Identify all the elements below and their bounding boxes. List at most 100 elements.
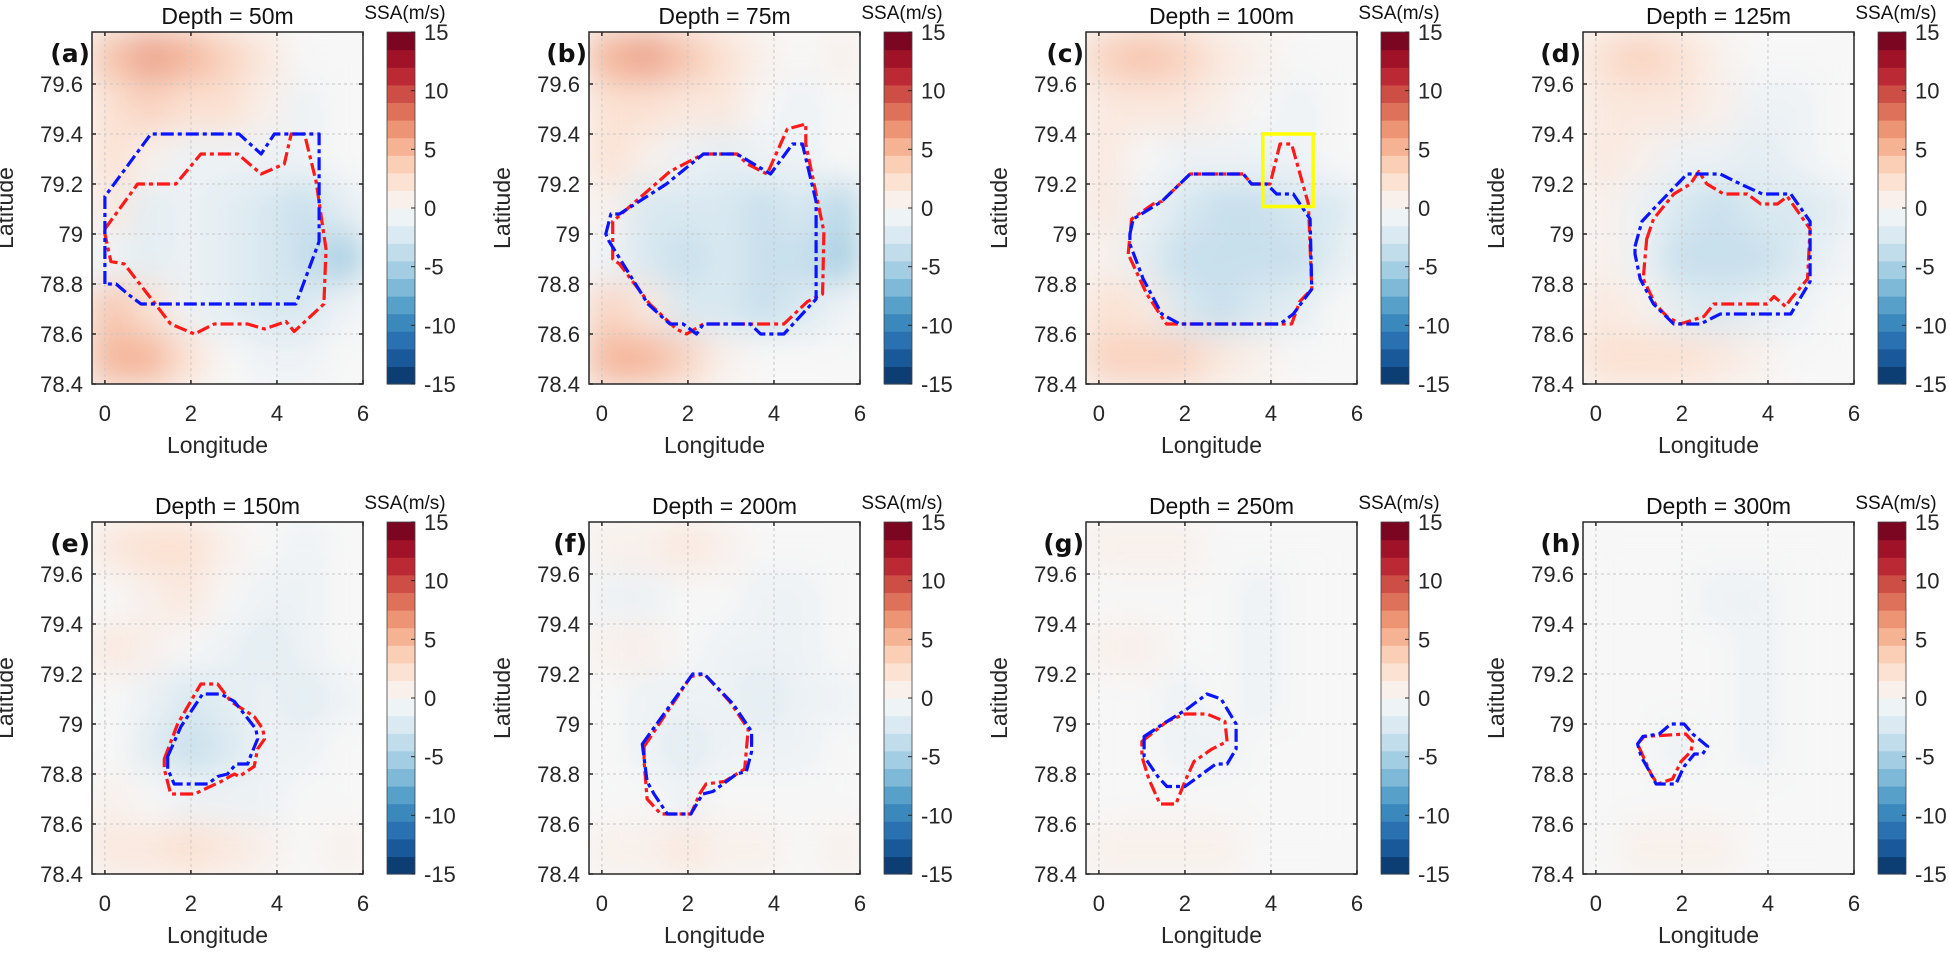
heatmap-cell	[1279, 571, 1319, 624]
heatmap	[589, 522, 860, 874]
colorbar-band	[1381, 750, 1409, 769]
heatmap-cell	[782, 622, 822, 674]
colorbar-band	[1381, 733, 1409, 752]
heatmap-cell	[130, 672, 170, 724]
heatmap-cell	[92, 132, 132, 184]
heatmap-cell	[1162, 772, 1203, 825]
heatmap-cell	[665, 722, 706, 774]
colorbar-band	[1381, 260, 1409, 279]
heatmap-cell	[627, 333, 667, 384]
colorbar-band	[1878, 768, 1906, 787]
y-tick-label: 78.4	[537, 372, 580, 397]
heatmap-cell	[168, 622, 209, 674]
heatmap-cell	[323, 722, 363, 774]
colorbar-tick-label: -10	[921, 803, 953, 828]
colorbar-band	[1381, 243, 1409, 262]
heatmap-cell	[130, 522, 170, 573]
x-tick-label: 0	[596, 401, 608, 426]
colorbar-band	[1381, 627, 1409, 646]
heatmap-cell	[704, 333, 745, 384]
colorbar-tick-label: 0	[921, 196, 933, 221]
colorbar-band	[1381, 120, 1409, 139]
heatmap-cell	[285, 282, 325, 335]
heatmap-cell	[207, 772, 248, 825]
heatmap-cell	[820, 772, 860, 825]
colorbar: 15 10 5 0 -5 -10 -15 SSA(m/s)	[1855, 493, 1946, 887]
heatmap-cell	[1621, 282, 1661, 335]
heatmap-cell	[246, 232, 287, 284]
heatmap-cell	[323, 132, 363, 184]
colorbar-band	[1878, 574, 1906, 593]
colorbar-tick-label: 5	[424, 137, 436, 162]
heatmap-cell	[1086, 672, 1126, 724]
colorbar-band	[387, 348, 415, 367]
x-tick-label: 4	[1762, 401, 1774, 426]
colorbar-band	[1878, 225, 1906, 244]
colorbar-band	[884, 856, 912, 875]
heatmap-cell	[92, 672, 132, 724]
heatmap-cell	[782, 32, 822, 83]
heatmap-cell	[743, 722, 784, 774]
heatmap-cell	[1776, 772, 1816, 825]
heatmap-cell	[130, 823, 170, 874]
heatmap-cell	[168, 232, 209, 284]
colorbar-band	[884, 49, 912, 68]
colorbar-band	[387, 698, 415, 717]
colorbar-band	[387, 366, 415, 385]
y-tick-label: 79.6	[40, 72, 83, 97]
colorbar-band	[387, 680, 415, 699]
panel-a: 0 2 4 6 79.6 79.4 79.2 79 78.8 78.6 78.4 Longitude L…	[0, 3, 456, 458]
y-tick-label: 79	[59, 712, 83, 737]
colorbar-band	[1381, 574, 1409, 593]
colorbar: 15 10 5 0 -5 -10 -15 SSA(m/s)	[1358, 493, 1449, 887]
heatmap-cells	[1086, 522, 1357, 874]
heatmap-cell	[1583, 282, 1623, 335]
colorbar-tick-label: -10	[424, 803, 456, 828]
heatmap	[1583, 522, 1854, 874]
colorbar-band	[1878, 786, 1906, 805]
colorbar-band	[1878, 698, 1906, 717]
colorbar-band	[387, 172, 415, 191]
heatmap-cell	[1698, 282, 1739, 335]
heatmap-cell	[589, 571, 629, 624]
heatmap-cell	[1279, 722, 1319, 774]
y-tick-label: 78.6	[1531, 322, 1574, 347]
colorbar-tick-label: 10	[424, 79, 448, 104]
red-contour	[103, 132, 328, 336]
colorbar-band	[1878, 243, 1906, 262]
colorbar-tick-label: 15	[1915, 20, 1939, 45]
colorbar-tick-label: 0	[424, 686, 436, 711]
heatmap-cell	[246, 772, 287, 825]
heatmap-cell	[1201, 772, 1242, 825]
colorbar-tick-label: 15	[921, 510, 945, 535]
heatmap-cell	[323, 232, 363, 284]
heatmap-cell	[285, 333, 325, 384]
heatmap-cell	[589, 282, 629, 335]
y-axis-label: Latitude	[986, 657, 1012, 739]
colorbar-tick-label: -5	[921, 255, 941, 280]
y-tick-label: 79.2	[1034, 172, 1077, 197]
heatmap-cell	[1814, 772, 1854, 825]
colorbar-band	[1381, 715, 1409, 734]
y-tick-label: 79.6	[537, 72, 580, 97]
heatmap-cell	[1621, 522, 1661, 573]
heatmap-cell	[627, 571, 667, 624]
heatmap-cell	[820, 672, 860, 724]
heatmap-cell	[627, 282, 667, 335]
heatmap-cell	[1317, 282, 1357, 335]
colorbar-band	[1381, 172, 1409, 191]
heatmap-cell	[1737, 571, 1778, 624]
heatmap-cell	[665, 823, 706, 874]
heatmap-cell	[92, 722, 132, 774]
heatmap-cell	[1086, 182, 1126, 234]
heatmap-cell	[130, 132, 170, 184]
heatmap-cell	[1162, 622, 1203, 674]
heatmap-cell	[1124, 622, 1164, 674]
colorbar-tick-label: -15	[1418, 862, 1450, 887]
heatmap-cell	[1698, 522, 1739, 573]
y-axis-label: Latitude	[489, 167, 515, 249]
y-tick-label: 79.2	[537, 172, 580, 197]
colorbar-tick-label: 0	[921, 686, 933, 711]
heatmap-cell	[1240, 571, 1281, 624]
colorbar-tick-label: -15	[424, 372, 456, 397]
